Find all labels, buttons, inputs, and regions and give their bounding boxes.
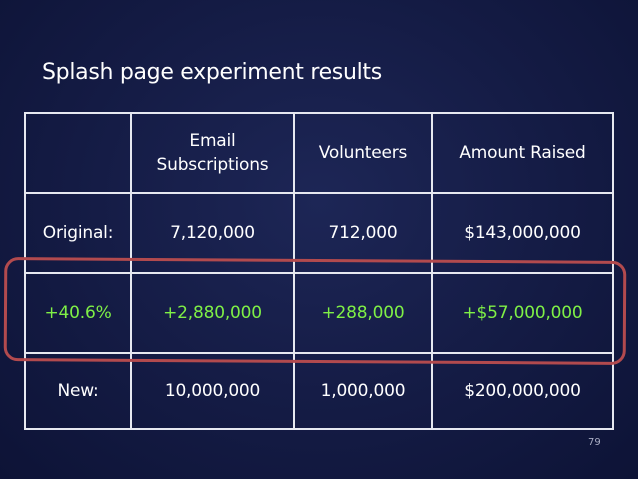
- table-cell: +2,880,000: [130, 272, 295, 354]
- table-row-delta: +40.6% +2,880,000 +288,000 +$57,000,000: [24, 272, 614, 354]
- table-cell: +288,000: [293, 272, 433, 354]
- table-cell: 712,000: [293, 192, 433, 274]
- table-cell: 1,000,000: [293, 352, 433, 430]
- row-label-new: New:: [24, 352, 132, 430]
- header-cell-email-subscriptions-text: Email Subscriptions: [156, 131, 269, 175]
- results-table: Email Subscriptions Volunteers Amount Ra…: [24, 112, 614, 430]
- table-cell: $143,000,000: [431, 192, 614, 274]
- header-cell-volunteers: Volunteers: [293, 112, 433, 194]
- table-header-row: Email Subscriptions Volunteers Amount Ra…: [24, 112, 614, 194]
- table-cell: 10,000,000: [130, 352, 295, 430]
- header-cell-empty: [24, 112, 132, 194]
- table-cell: 7,120,000: [130, 192, 295, 274]
- header-cell-email-subscriptions: Email Subscriptions: [130, 112, 295, 194]
- table-row-new: New: 10,000,000 1,000,000 $200,000,000: [24, 352, 614, 430]
- table-cell: $200,000,000: [431, 352, 614, 430]
- slide-number: 79: [588, 437, 601, 448]
- slide-title: Splash page experiment results: [42, 60, 382, 85]
- table-cell: +$57,000,000: [431, 272, 614, 354]
- table-row-original: Original: 7,120,000 712,000 $143,000,000: [24, 192, 614, 274]
- header-cell-amount-raised: Amount Raised: [431, 112, 614, 194]
- row-label-original: Original:: [24, 192, 132, 274]
- row-label-delta: +40.6%: [24, 272, 132, 354]
